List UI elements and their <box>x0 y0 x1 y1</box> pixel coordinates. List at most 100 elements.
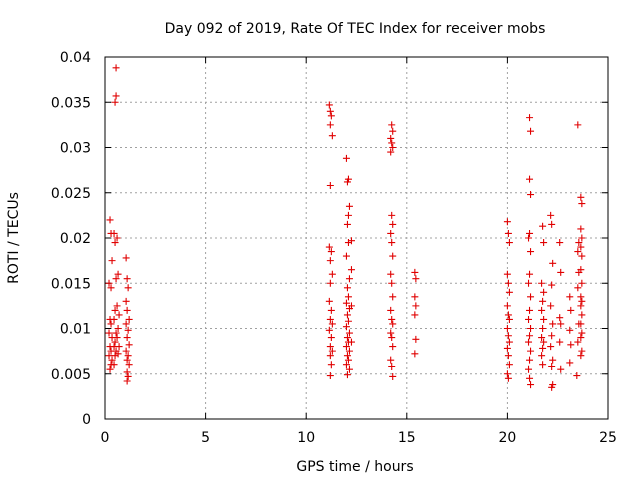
data-point <box>326 352 334 360</box>
data-point <box>577 320 585 328</box>
data-point <box>325 297 333 305</box>
data-point <box>540 288 548 296</box>
data-point <box>504 229 512 237</box>
data-point <box>557 268 565 276</box>
data-point <box>111 352 119 360</box>
data-point <box>345 275 353 283</box>
y-tick-label: 0 <box>82 412 91 428</box>
data-point <box>574 248 582 256</box>
data-point <box>347 237 355 245</box>
data-point <box>556 314 564 322</box>
data-point <box>111 98 119 106</box>
data-point <box>567 341 575 349</box>
data-point <box>122 254 130 262</box>
data-point <box>389 220 397 228</box>
data-point <box>387 270 395 278</box>
data-point <box>343 352 351 360</box>
data-point <box>327 334 335 342</box>
data-point <box>526 356 534 364</box>
data-point <box>548 363 556 371</box>
data-point <box>389 372 397 380</box>
data-point <box>503 344 511 352</box>
data-point <box>347 302 355 310</box>
data-point <box>124 372 132 380</box>
data-point <box>123 275 131 283</box>
data-point <box>327 248 335 256</box>
data-point <box>123 356 131 364</box>
data-point <box>328 320 336 328</box>
axis-ticks: 0 5 10 15 20 25 0 0.005 0.01 0.015 0.02 0.025 0.03 0.… <box>51 50 617 446</box>
data-point <box>525 234 533 242</box>
data-point <box>342 323 350 331</box>
data-point <box>387 148 395 156</box>
data-point <box>111 338 119 346</box>
data-point <box>577 193 585 201</box>
data-point <box>326 107 334 115</box>
data-point <box>388 334 396 342</box>
data-point <box>504 279 512 287</box>
data-point <box>345 329 353 337</box>
data-point <box>387 229 395 237</box>
data-point <box>115 311 123 319</box>
data-point <box>124 352 132 360</box>
data-point <box>114 325 122 332</box>
data-point <box>113 234 121 242</box>
data-point <box>566 359 574 367</box>
data-point <box>111 239 119 247</box>
data-point <box>538 279 546 287</box>
data-point <box>389 252 397 260</box>
data-point <box>113 302 121 310</box>
data-point <box>342 299 350 307</box>
data-point <box>387 356 395 364</box>
data-point <box>578 252 586 260</box>
y-tick-label: 0.005 <box>51 367 91 383</box>
data-point <box>527 381 535 389</box>
data-point <box>112 92 120 100</box>
data-point <box>326 315 334 323</box>
data-point <box>110 315 118 323</box>
data-point <box>389 320 397 328</box>
data-point <box>526 270 534 278</box>
data-point <box>527 248 535 256</box>
data-point <box>124 284 132 292</box>
data-point <box>539 222 547 230</box>
data-point <box>578 279 586 287</box>
data-point <box>123 306 131 314</box>
data-point <box>411 311 419 319</box>
data-point <box>527 347 535 355</box>
data-point <box>122 320 130 328</box>
data-point <box>327 112 335 120</box>
data-point <box>503 302 511 310</box>
data-point <box>578 297 586 305</box>
data-point <box>107 284 115 292</box>
data-point <box>345 365 353 373</box>
data-point <box>504 311 512 319</box>
data-point <box>548 332 556 340</box>
data-point <box>549 259 557 267</box>
data-point <box>108 257 116 265</box>
data-point <box>326 121 334 129</box>
data-point <box>539 361 547 369</box>
data-point <box>504 374 512 382</box>
data-point <box>125 315 133 323</box>
data-point <box>525 365 533 373</box>
data-point <box>566 293 574 301</box>
data-point <box>578 329 586 337</box>
data-point <box>575 239 583 247</box>
data-point <box>108 356 116 364</box>
data-point <box>389 293 397 301</box>
data-point <box>125 341 133 349</box>
data-point <box>503 270 511 278</box>
data-point <box>526 374 534 382</box>
data-point <box>525 315 533 323</box>
data-point <box>105 352 113 360</box>
data-point <box>112 64 120 72</box>
data-point <box>389 144 397 151</box>
data-point <box>326 279 334 287</box>
data-point <box>503 325 511 332</box>
data-point <box>574 338 582 346</box>
data-point <box>526 229 534 237</box>
y-axis-label: ROTI / TECUs <box>6 192 22 284</box>
data-point <box>412 275 420 283</box>
